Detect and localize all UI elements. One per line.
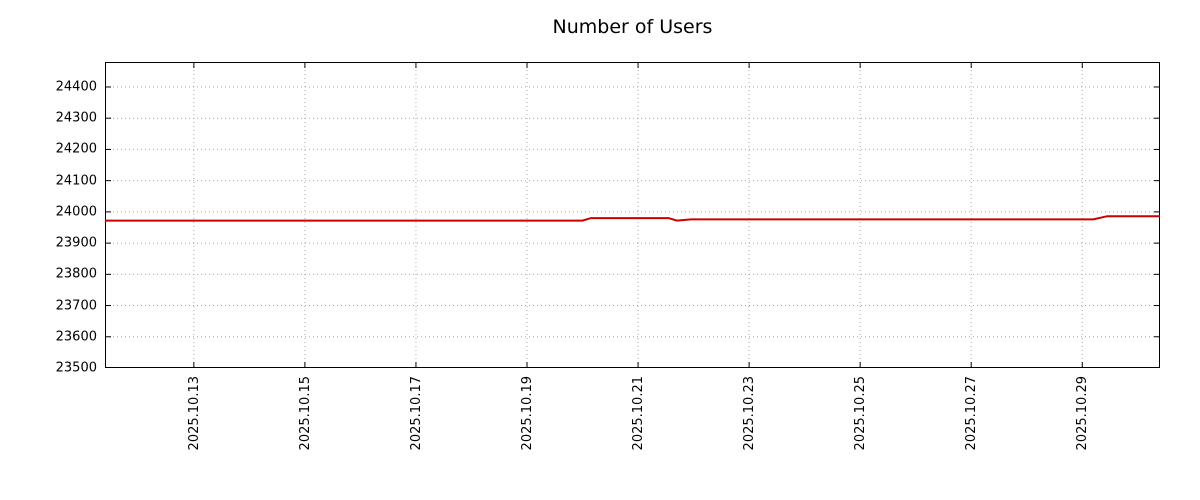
y-tick-label: 24300 [55,110,97,126]
y-tick-label: 24200 [55,141,97,157]
series-line [105,215,1160,222]
y-tick-label: 24400 [55,79,97,95]
y-tick-label: 23800 [55,266,97,282]
x-axis-labels: 2025.10.13 2025.10.15 2025.10.17 2025.10.19… [105,376,1160,496]
x-tick-label: 2025.10.15 [297,376,313,451]
y-tick-label: 23900 [55,235,97,251]
x-tick-label: 2025.10.29 [1075,376,1091,451]
x-tick-label: 2025.10.17 [408,376,424,451]
x-tick-label: 2025.10.25 [853,376,869,451]
plot-border [105,62,1160,368]
y-tick-label: 23700 [55,298,97,314]
x-tick-label: 2025.10.23 [742,376,758,451]
chart-title: Number of Users [552,16,713,38]
y-tick-label: 24100 [55,173,97,189]
x-tick-label: 2025.10.13 [186,376,202,451]
y-tick-label: 23600 [55,329,97,345]
plot-canvas [105,62,1160,368]
y-axis-labels: 23500 23600 23700 23800 23900 24000 24100 24200… [0,62,97,376]
y-tick-label: 23500 [55,360,97,376]
x-tick-label: 2025.10.19 [520,376,535,451]
x-tick-label: 2025.10.21 [631,376,647,451]
x-tick-label: 2025.10.27 [964,376,980,451]
y-tick-label: 24000 [55,204,97,220]
